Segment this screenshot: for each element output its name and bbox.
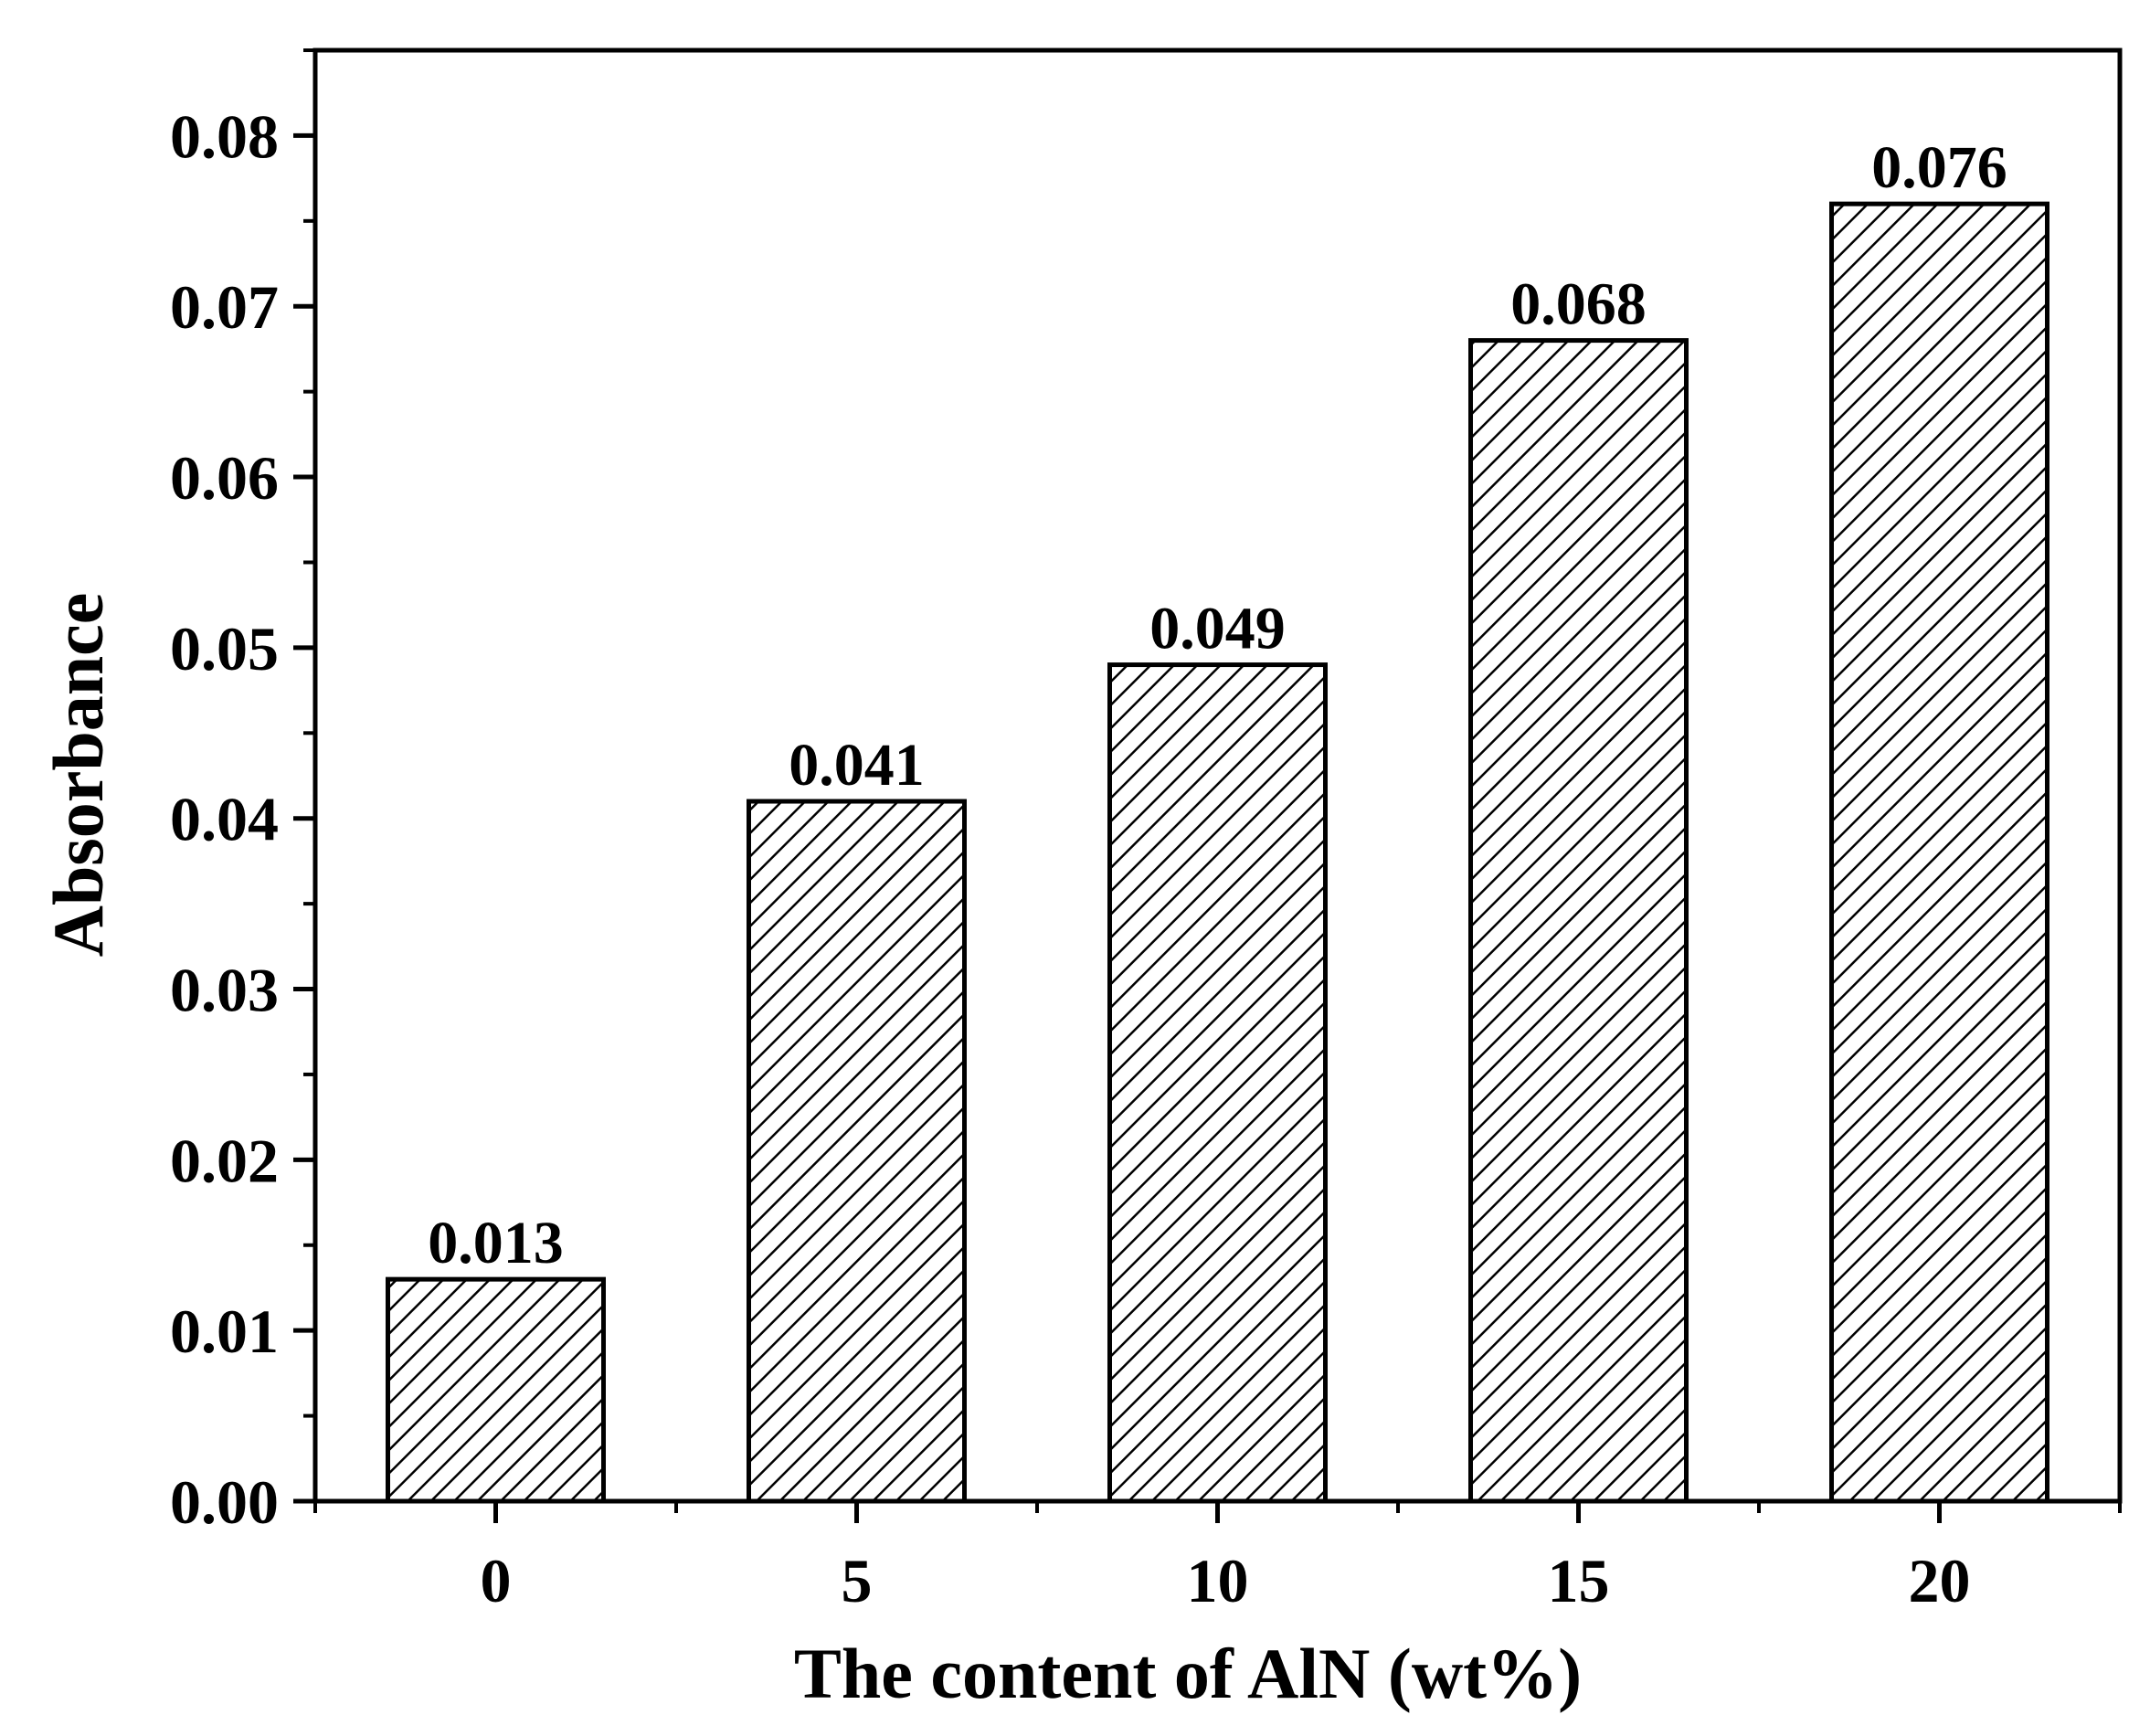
bar-0 [386, 1276, 606, 1504]
bar-5 [747, 799, 967, 1504]
y-tick-label-0.06: 0.06 [170, 443, 279, 513]
y-tick-label-0.05: 0.05 [170, 614, 279, 683]
data-label-0: 0.013 [428, 1210, 564, 1276]
bar-20 [1829, 201, 2049, 1504]
axes-layer: 0.00 0.01 0.02 0.03 0.04 0.05 0.06 0.07 0.08 0 5 10… [170, 48, 2123, 1615]
y-axis-title: Absorbance [38, 593, 118, 958]
x-tick-label-0: 0 [481, 1546, 512, 1615]
data-label-10: 0.049 [1149, 596, 1286, 662]
y-tick-label-0.02: 0.02 [170, 1126, 279, 1195]
data-label-5: 0.041 [789, 732, 925, 799]
data-label-20: 0.076 [1871, 134, 2007, 201]
y-tick-label-0.00: 0.00 [170, 1467, 279, 1537]
x-tick-label-20: 20 [1909, 1546, 1971, 1615]
y-tick-label-0.03: 0.03 [170, 956, 279, 1025]
x-axis-title: The content of AlN (wt%) [794, 1634, 1582, 1713]
x-tick-label-5: 5 [842, 1546, 873, 1615]
bar-15 [1468, 338, 1689, 1504]
bar-10 [1107, 662, 1328, 1504]
x-tick-label-10: 10 [1187, 1546, 1249, 1615]
y-tick-label-0.08: 0.08 [170, 101, 279, 171]
x-tick-label-15: 15 [1548, 1546, 1610, 1615]
bars-layer: 0.013 0.041 0.049 0.068 0.076 [386, 134, 2049, 1504]
y-tick-label-0.01: 0.01 [170, 1297, 279, 1366]
y-tick-label-0.04: 0.04 [170, 785, 279, 854]
data-label-15: 0.068 [1510, 271, 1647, 338]
y-tick-label-0.07: 0.07 [170, 272, 279, 342]
